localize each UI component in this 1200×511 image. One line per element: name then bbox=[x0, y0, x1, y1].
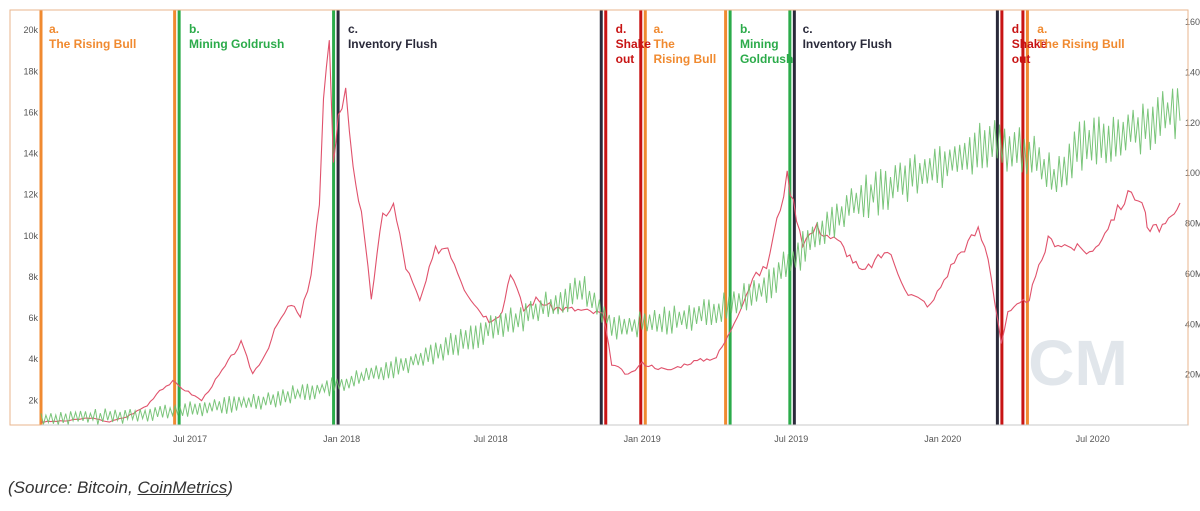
watermark-logo: CM bbox=[1028, 327, 1128, 399]
right-axis-ticks: 20M 40M 60M 80M 100 120 140 160 bbox=[1185, 17, 1200, 380]
y-left-tick-label: 16k bbox=[23, 107, 38, 117]
phase-boundaries bbox=[39, 10, 1029, 425]
x-tick-label: Jul 2017 bbox=[173, 434, 207, 444]
phase-label-line: c. bbox=[803, 22, 813, 36]
phase-label-line: Shake bbox=[1012, 37, 1048, 51]
source-caption: (Source: Bitcoin, CoinMetrics) bbox=[8, 478, 233, 498]
y-right-tick-label: 160 bbox=[1185, 17, 1200, 27]
phase-label-mining-goldrush: b. Mining Goldrush bbox=[740, 22, 793, 66]
price-line bbox=[41, 40, 1181, 423]
y-right-tick-label: 140 bbox=[1185, 67, 1200, 77]
y-left-tick-label: 14k bbox=[23, 149, 38, 159]
y-left-tick-label: 20k bbox=[23, 25, 38, 35]
phase-label-line: Shake bbox=[616, 37, 652, 51]
phase-label-line: b. bbox=[189, 22, 200, 36]
phase-label-line: d. bbox=[1012, 22, 1023, 36]
phase-label-line: b. bbox=[740, 22, 751, 36]
phase-label-line: d. bbox=[616, 22, 627, 36]
y-left-tick-label: 4k bbox=[28, 354, 38, 364]
caption-prefix: (Source: Bitcoin, bbox=[8, 478, 138, 497]
x-tick-label: Jan 2020 bbox=[924, 434, 961, 444]
y-right-tick-label: 120 bbox=[1185, 118, 1200, 128]
x-tick-label: Jan 2019 bbox=[624, 434, 661, 444]
chart-area: CM a. The Rising Bull b. Mining Goldrush c. I… bbox=[9, 9, 1200, 444]
phase-label-line: Inventory Flush bbox=[803, 37, 892, 51]
phase-label-line: a. bbox=[654, 22, 664, 36]
phase-label-line: Inventory Flush bbox=[348, 37, 437, 51]
phase-label-line: Goldrush bbox=[740, 52, 793, 66]
y-right-tick-label: 80M bbox=[1185, 219, 1200, 229]
phase-label-rising-bull: a. The Rising Bull bbox=[1037, 22, 1124, 51]
y-left-tick-label: 10k bbox=[23, 231, 38, 241]
phase-label-rising-bull: a. The Rising Bull bbox=[49, 22, 136, 51]
x-tick-label: Jul 2019 bbox=[774, 434, 808, 444]
phase-label-line: The Rising Bull bbox=[1037, 37, 1124, 51]
y-right-tick-label: 20M bbox=[1185, 370, 1200, 380]
y-left-tick-label: 18k bbox=[23, 66, 38, 76]
phase-label-line: out bbox=[616, 52, 635, 66]
phase-label-line: The bbox=[654, 37, 676, 51]
phase-label-line: a. bbox=[49, 22, 59, 36]
left-axis-ticks: 2k 4k 6k 8k 10k 12k 14k 16k 18k 20k bbox=[23, 25, 38, 405]
phase-label-line: Mining Goldrush bbox=[189, 37, 284, 51]
phase-label-shake-out: d. Shake out bbox=[616, 22, 652, 66]
hashrate-line bbox=[40, 88, 1181, 426]
data-series bbox=[40, 40, 1181, 426]
coinmetrics-link[interactable]: CoinMetrics bbox=[137, 478, 228, 497]
y-right-tick-label: 40M bbox=[1185, 319, 1200, 329]
y-right-tick-label: 60M bbox=[1185, 269, 1200, 279]
x-tick-label: Jul 2020 bbox=[1076, 434, 1110, 444]
y-left-tick-label: 6k bbox=[28, 313, 38, 323]
phase-label-mining-goldrush: b. Mining Goldrush bbox=[189, 22, 284, 51]
phase-label-line: c. bbox=[348, 22, 358, 36]
x-axis-ticks: Jul 2017 Jan 2018 Jul 2018 Jan 2019 Jul 2019… bbox=[173, 434, 1110, 444]
caption-suffix: ) bbox=[227, 478, 233, 497]
phase-label-line: a. bbox=[1037, 22, 1047, 36]
phase-label-line: The Rising Bull bbox=[49, 37, 136, 51]
phase-label-line: Rising Bull bbox=[654, 52, 717, 66]
x-tick-label: Jan 2018 bbox=[323, 434, 360, 444]
phase-label-inventory-flush: c. Inventory Flush bbox=[803, 22, 892, 51]
phase-label-line: out bbox=[1012, 52, 1031, 66]
y-left-tick-label: 8k bbox=[28, 272, 38, 282]
plot-background bbox=[41, 10, 1180, 425]
y-left-tick-label: 2k bbox=[28, 395, 38, 405]
y-right-tick-label: 100 bbox=[1185, 168, 1200, 178]
x-tick-label: Jul 2018 bbox=[474, 434, 508, 444]
phase-label-shake-out: d. Shake out bbox=[1012, 22, 1048, 66]
phase-label-rising-bull: a. The Rising Bull bbox=[654, 22, 717, 66]
y-left-tick-label: 12k bbox=[23, 190, 38, 200]
phase-label-inventory-flush: c. Inventory Flush bbox=[348, 22, 437, 51]
phase-label-line: Mining bbox=[740, 37, 779, 51]
